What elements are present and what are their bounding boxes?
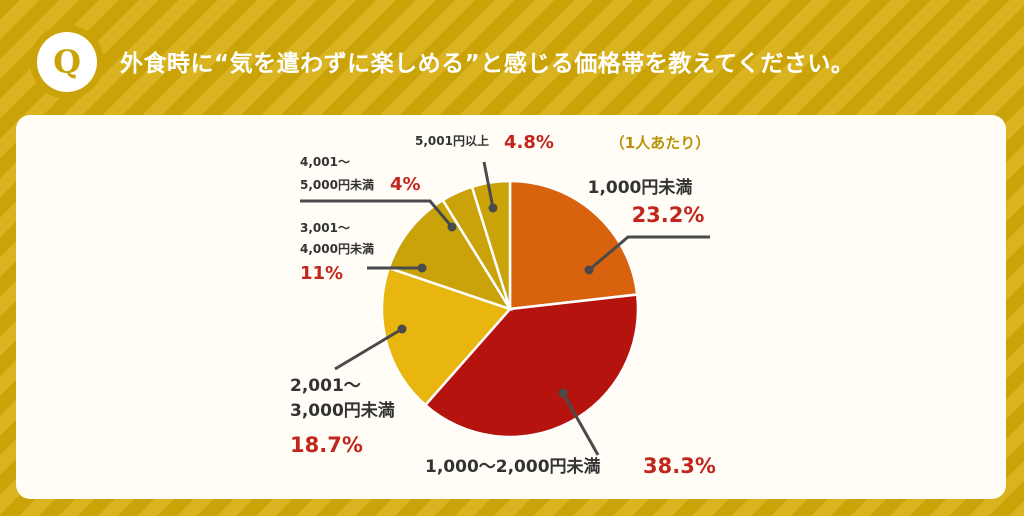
pie-slice-0 (508, 179, 639, 311)
leader-line-1 (561, 392, 600, 456)
leader-line-0 (588, 235, 710, 272)
slice-percent-5: 4.8% (504, 132, 554, 153)
slice-label-4-line-1: 5,000円未満 (300, 177, 374, 192)
leader-dot-3 (417, 263, 427, 273)
question-badge: Q (30, 25, 104, 99)
slice-percent-4: 4% (390, 174, 421, 195)
question-title: 外食時に“気を遣わずに楽しめる”と感じる価格帯を教えてください。 (120, 51, 855, 77)
slice-label-3-line-1: 4,000円未満 (300, 241, 374, 256)
pie-slice-2 (380, 266, 513, 407)
slice-label-0-line-0: 1,000円未満 (588, 177, 693, 198)
slice-label-5-line-0: 5,001円以上 (415, 133, 489, 148)
slice-percent-1: 38.3% (643, 454, 716, 478)
leader-dot-0 (584, 265, 594, 275)
slice-label-3-line-0: 3,001〜 (300, 221, 350, 235)
leader-dot-2 (397, 324, 407, 334)
pie-slice-3 (387, 198, 513, 312)
leader-line-5 (482, 161, 495, 209)
question-badge-letter: Q (37, 32, 97, 92)
slice-percent-3: 11% (300, 263, 343, 284)
leader-dot-1 (558, 388, 568, 398)
slice-label-2-line-0: 2,001〜 (290, 376, 361, 396)
slice-label-2-line-1: 3,000円未満 (290, 400, 395, 421)
pie-slice-5 (470, 179, 512, 310)
per-person-note: （1人あたり） (610, 134, 710, 152)
slice-percent-2: 18.7% (290, 433, 363, 457)
slice-label-4-line-0: 4,001〜 (300, 155, 350, 169)
leader-dot-5 (488, 203, 498, 213)
slice-label-1-line-0: 1,000〜2,000円未満 (425, 456, 601, 477)
pie-slice-1 (423, 293, 640, 439)
leader-line-2 (334, 327, 403, 371)
slice-percent-0: 23.2% (632, 203, 705, 227)
leader-line-4 (300, 199, 454, 228)
leader-dot-4 (447, 222, 457, 232)
